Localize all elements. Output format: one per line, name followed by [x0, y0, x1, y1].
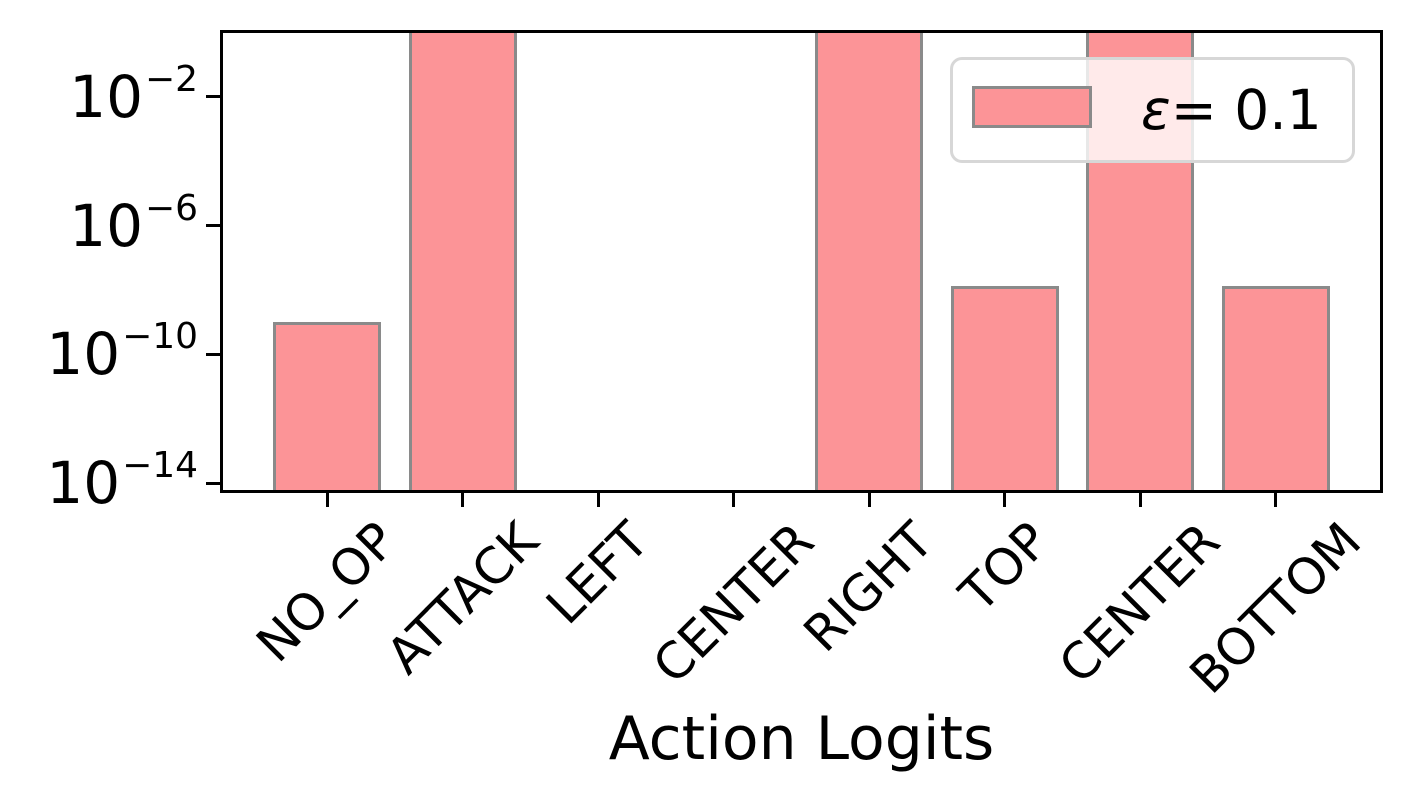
y-tick-label-1e-14: 10−14: [46, 444, 198, 518]
x-tick-mark: [732, 493, 735, 507]
x-tick-mark: [325, 493, 329, 507]
x-axis-label: Action Logits: [608, 704, 995, 774]
x-tick-mark: [596, 493, 600, 507]
plot-area: ε = 0.1: [220, 30, 1383, 493]
x-tick-mark: [1274, 493, 1277, 507]
bar-bottom-7: [1221, 286, 1330, 490]
x-tick-mark: [867, 493, 871, 507]
legend-swatch: [972, 86, 1092, 128]
x-tick-label-top: TOP: [948, 511, 1060, 624]
x-tick-mark: [1003, 493, 1006, 507]
y-tick-mark: [206, 481, 220, 485]
bar-top-5: [950, 286, 1059, 490]
bar-attack-1: [408, 33, 517, 490]
legend-value: = 0.1: [1170, 77, 1322, 142]
y-tick-mark: [206, 352, 220, 356]
x-tick-label-attack: ATTACK: [375, 511, 549, 686]
x-tick-label-left: LEFT: [535, 511, 660, 636]
legend: ε = 0.1: [950, 57, 1355, 163]
x-tick-mark: [461, 493, 464, 507]
y-tick-label-1e-2: 10−2: [69, 58, 198, 132]
x-tick-label-right: RIGHT: [792, 511, 945, 664]
y-tick-mark: [206, 95, 220, 99]
bar-no_op-0: [273, 322, 381, 490]
legend-label: ε = 0.1: [1141, 60, 1322, 160]
y-tick-label-1e-6: 10−6: [69, 187, 198, 261]
epsilon-symbol: ε: [1141, 77, 1171, 142]
x-tick-mark: [1138, 493, 1142, 507]
y-tick-mark: [206, 224, 220, 228]
y-tick-label-1e-10: 10−10: [46, 315, 198, 389]
bar-right-4: [815, 33, 923, 490]
x-tick-label-center: CENTER: [641, 511, 825, 695]
